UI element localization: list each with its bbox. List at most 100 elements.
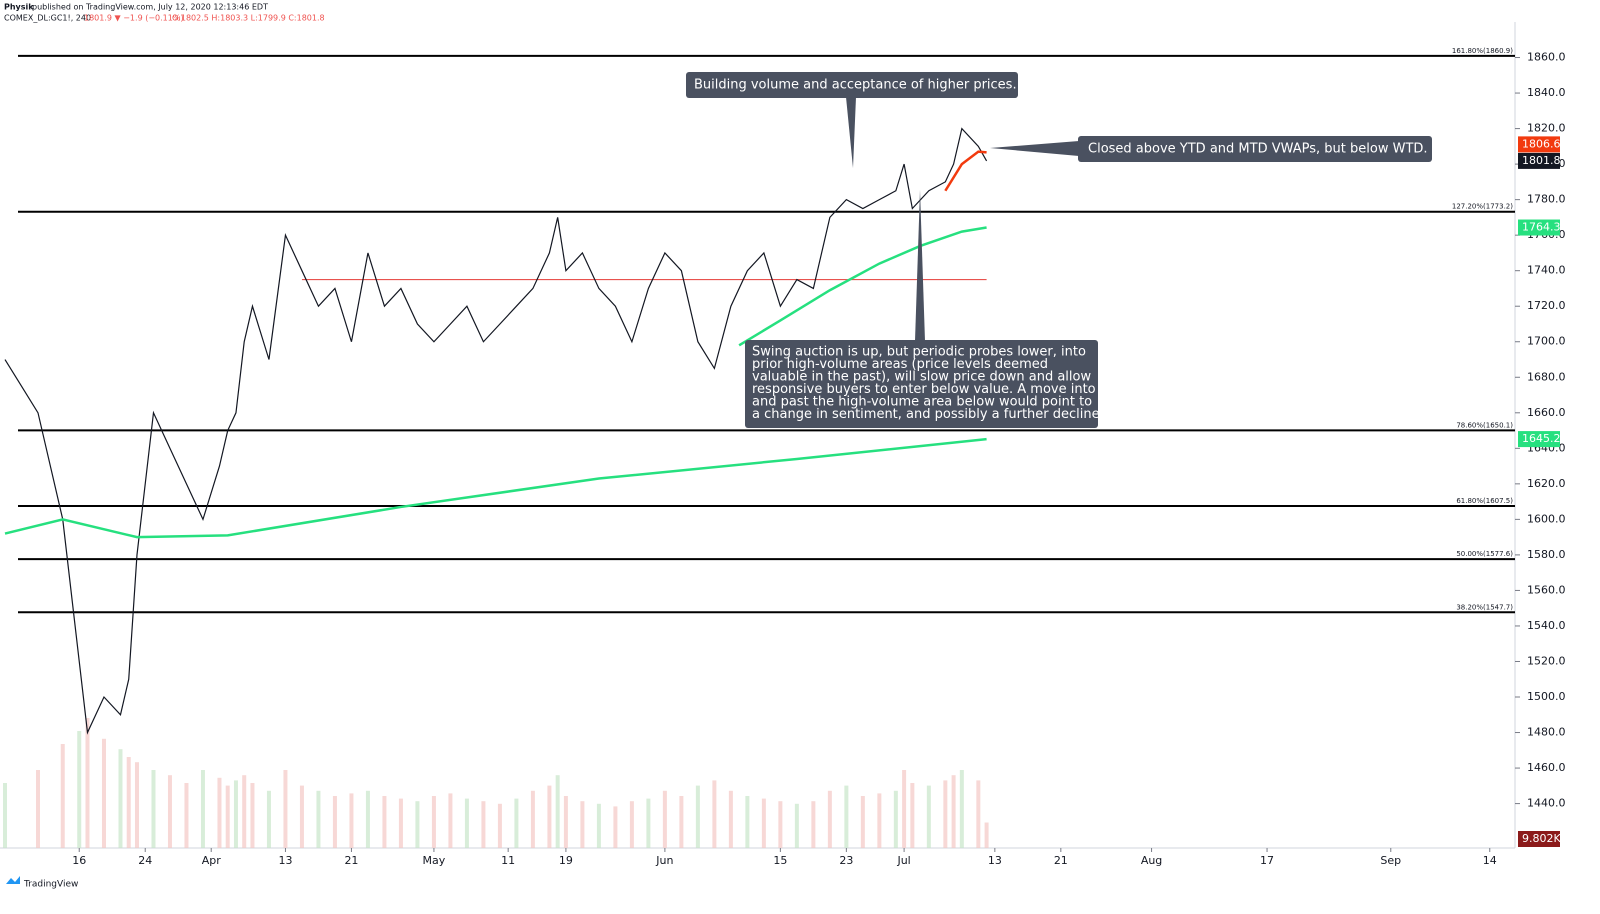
volume-bar [233, 780, 238, 848]
volume-bar [365, 790, 370, 848]
volume-bar [266, 790, 271, 848]
y-tick-label: 1840.0 [1527, 86, 1566, 99]
y-tick-label: 1680.0 [1527, 370, 1566, 383]
fib-label: 38.20%(1547.7) [1456, 603, 1513, 611]
volume-bar [662, 790, 667, 848]
y-tick-label: 1820.0 [1527, 122, 1566, 135]
x-tick-label: 13 [278, 854, 292, 867]
volume-bar [877, 793, 882, 848]
volume-bar [613, 806, 618, 848]
y-tick-label: 1520.0 [1527, 654, 1566, 667]
volume-bar [3, 783, 7, 848]
x-tick-label: 11 [501, 854, 515, 867]
vwap-line [4, 437, 987, 539]
fib-label: 78.60%(1650.1) [1456, 421, 1513, 429]
published: published on TradingView.com, July 12, 2… [32, 3, 268, 12]
x-tick-label: 21 [344, 854, 358, 867]
volume-bar [976, 780, 981, 848]
volume-bar [448, 793, 453, 848]
volume-bar [959, 770, 964, 848]
y-tick-label: 1780.0 [1527, 193, 1566, 206]
callouts: Building volume and acceptance of higher… [686, 72, 1432, 428]
x-tick-label: Jun [655, 854, 673, 867]
volume-bar [167, 775, 172, 848]
y-tick-label: 1560.0 [1527, 583, 1566, 596]
volume-bar [316, 790, 321, 848]
y-tick-label: 1500.0 [1527, 690, 1566, 703]
volume-bar [398, 798, 403, 848]
volume-bar [580, 801, 585, 848]
price-label-box [1518, 152, 1560, 169]
callout [1078, 136, 1432, 162]
volume-bar [250, 783, 255, 848]
volume-bar [679, 796, 684, 848]
price-label-box [1518, 431, 1560, 448]
x-tick-label: 19 [559, 854, 573, 867]
x-tick-label: Aug [1141, 854, 1162, 867]
callout-text: Closed above YTD and MTD VWAPs, but belo… [1088, 142, 1428, 157]
volume-bar [563, 796, 568, 848]
fib-label: 61.80%(1607.5) [1456, 497, 1513, 505]
volume-bar [530, 790, 535, 848]
volume-bar [35, 770, 40, 848]
callout-text: Building volume and acceptance of higher… [694, 78, 1017, 93]
volume-bar [464, 798, 469, 848]
x-tick-label: Sep [1380, 854, 1401, 867]
volume-bar [910, 783, 915, 848]
x-tick-label: May [423, 854, 446, 867]
volume-bar [514, 798, 519, 848]
vwap-line [944, 150, 987, 192]
x-tick-label: Apr [202, 854, 222, 867]
pointer [990, 141, 1079, 156]
x-tick-label: 16 [72, 854, 86, 867]
fib-label: 161.80%(1860.9) [1452, 47, 1513, 55]
callout-text: and past the high-volume area below woul… [752, 395, 1092, 410]
x-tick-label: 17 [1260, 854, 1274, 867]
volume-bar [827, 790, 832, 848]
brand: TradingView [23, 880, 78, 890]
volume-bar [646, 798, 651, 848]
volume-bar [860, 796, 865, 848]
volume-bar [126, 757, 131, 848]
callout [686, 72, 1018, 98]
volume-bar [60, 744, 65, 848]
callout-text: responsive buyers to enter below value. … [752, 382, 1096, 397]
price-label-box [1518, 136, 1560, 153]
volume-bar [481, 801, 486, 848]
y-tick-label: 1660.0 [1527, 406, 1566, 419]
x-tick-label: 13 [988, 854, 1002, 867]
author: Physik [4, 3, 34, 12]
price-label: 1806.6 [1522, 137, 1561, 150]
vwap-line [738, 226, 987, 347]
symbol: COMEX_DL:GC1!, 240 [4, 14, 91, 23]
volume-bar [118, 749, 123, 848]
volume-bar [283, 770, 288, 848]
volume-bar [415, 801, 420, 848]
x-tick-label: 14 [1483, 854, 1497, 867]
volume-bar [134, 762, 139, 848]
y-tick-label: 1700.0 [1527, 335, 1566, 348]
price-label: 1764.3 [1522, 221, 1561, 234]
y-tick-label: 1620.0 [1527, 477, 1566, 490]
y-tick-label: 1740.0 [1527, 264, 1566, 277]
volume-label-box [1518, 831, 1560, 847]
volume-bar [629, 801, 634, 848]
volume-bar [217, 777, 222, 848]
price-label-box [1518, 219, 1560, 236]
pointer [915, 190, 925, 341]
volume-bar [431, 796, 436, 848]
volume-bar [497, 803, 502, 848]
fib-label: 50.00%(1577.6) [1456, 550, 1513, 558]
volume-bar [151, 770, 156, 848]
volume-bar [943, 780, 948, 848]
x-tick-label: 21 [1054, 854, 1068, 867]
price-label: 1801.8 [1522, 154, 1561, 167]
volume-bar [332, 796, 337, 848]
volume-bar [349, 793, 354, 848]
y-tick-label: 1720.0 [1527, 299, 1566, 312]
volume-bar [85, 718, 90, 848]
volume-bar [225, 785, 230, 848]
x-tick-label: 24 [138, 854, 152, 867]
y-tick-label: 1540.0 [1527, 619, 1566, 632]
